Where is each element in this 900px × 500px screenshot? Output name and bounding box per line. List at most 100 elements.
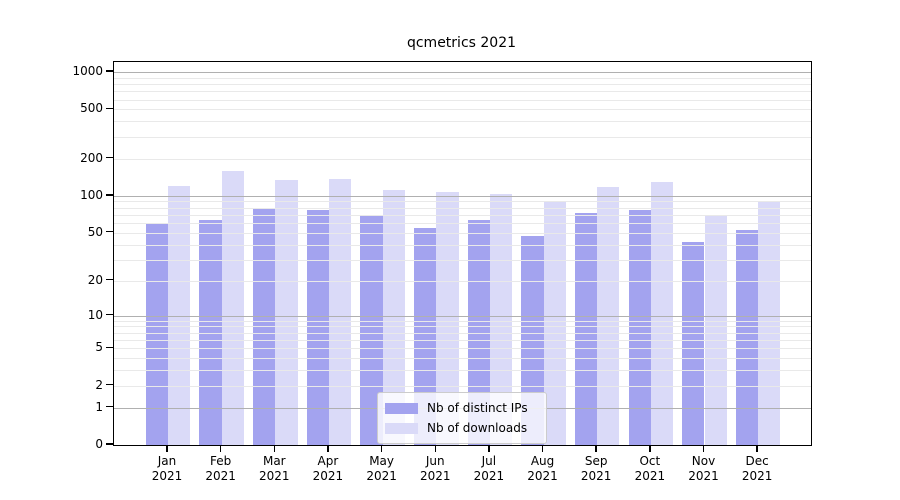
x-tick-month: May — [369, 454, 394, 468]
x-tick-label: Jun 2021 — [403, 454, 467, 484]
gridline-minor — [114, 77, 811, 79]
y-tick-mark — [106, 70, 113, 72]
legend-label: Nb of distinct IPs — [427, 401, 528, 415]
gridline-minor — [114, 358, 811, 360]
x-tick-label: Dec 2021 — [725, 454, 789, 484]
y-tick-mark — [106, 383, 113, 386]
x-tick-label: Feb 2021 — [189, 454, 253, 484]
y-tick-label: 20 — [87, 272, 103, 287]
bar-distinct-ips-jan — [145, 223, 168, 445]
x-tick-month: Sep — [584, 454, 608, 468]
bar-downloads-jul — [489, 194, 513, 445]
x-tick-label: Aug 2021 — [511, 454, 575, 484]
x-tick-mark — [702, 445, 705, 452]
x-tick-month: Feb — [210, 454, 232, 468]
x-tick-mark — [649, 445, 651, 452]
x-tick-year: 2021 — [151, 469, 183, 483]
x-tick-year: 2021 — [259, 469, 290, 483]
bar-downloads-jun — [436, 191, 459, 445]
x-tick-label: May 2021 — [350, 454, 414, 484]
x-tick-mark — [380, 445, 383, 452]
y-tick-label: 50 — [87, 224, 103, 239]
y-tick-label: 5 — [95, 340, 103, 355]
gridline-minor — [114, 99, 811, 101]
gridline-minor — [114, 370, 811, 372]
legend-swatch — [385, 422, 418, 434]
gridline-major — [114, 195, 811, 197]
x-tick-label: Mar 2021 — [242, 454, 306, 484]
x-tick-month: Nov — [691, 454, 716, 468]
bar-downloads-nov — [704, 216, 727, 445]
gridline-minor — [114, 332, 811, 334]
gridline-minor — [114, 223, 811, 225]
y-tick-label: 0 — [95, 437, 103, 451]
x-tick-mark — [327, 445, 329, 452]
gridline-minor — [114, 339, 811, 341]
plot-area — [113, 61, 812, 446]
y-tick-label: 1000 — [72, 64, 103, 79]
x-tick-label: Sep 2021 — [564, 454, 628, 484]
legend-item: Nb of distinct IPs — [385, 398, 538, 418]
x-tick-mark — [595, 445, 597, 452]
x-tick-month: Aug — [530, 454, 555, 468]
gridline-minor — [114, 320, 811, 322]
x-tick-year: 2021 — [688, 469, 719, 483]
bar-distinct-ips-sep — [574, 212, 598, 445]
x-tick-mark — [273, 445, 276, 452]
gridline-minor — [114, 158, 811, 160]
x-tick-mark — [434, 445, 436, 452]
y-tick-mark — [106, 443, 113, 445]
x-tick-year: 2021 — [419, 469, 451, 483]
bar-downloads-may — [382, 189, 405, 445]
x-tick-month: Jun — [425, 454, 445, 468]
gridline-minor — [114, 136, 811, 138]
x-tick-year: 2021 — [741, 469, 773, 483]
gridline-minor — [114, 385, 811, 387]
x-tick-year: 2021 — [312, 469, 344, 483]
bar-downloads-apr — [328, 179, 352, 445]
bar-downloads-oct — [650, 181, 674, 445]
y-tick-mark — [106, 107, 113, 110]
y-tick-mark — [106, 194, 113, 196]
x-tick-label: Jul 2021 — [457, 454, 521, 484]
gridline-minor — [114, 84, 811, 86]
y-tick-mark — [106, 230, 113, 233]
bar-distinct-ips-jun — [413, 227, 437, 445]
x-tick-year: 2021 — [580, 469, 612, 483]
gridline-minor — [114, 207, 811, 209]
y-tick-mark — [106, 278, 113, 281]
x-tick-mark — [541, 445, 544, 452]
bar-distinct-ips-may — [360, 216, 383, 445]
legend-label: Nb of downloads — [427, 421, 528, 435]
y-tick-label: 200 — [80, 150, 103, 165]
gridline-minor — [114, 348, 811, 350]
y-tick-mark — [106, 346, 113, 349]
legend-swatch — [385, 402, 418, 414]
y-tick-label: 500 — [80, 101, 103, 116]
x-tick-label: Jan 2021 — [135, 454, 199, 484]
x-tick-month: Mar — [262, 454, 286, 468]
y-tick-mark — [106, 313, 113, 316]
gridline-minor — [114, 259, 811, 261]
gridline-minor — [114, 109, 811, 111]
y-tick-label: 10 — [87, 307, 103, 322]
x-tick-month: Jul — [481, 454, 497, 468]
x-tick-year: 2021 — [634, 469, 666, 483]
bar-downloads-feb — [221, 171, 244, 445]
x-tick-year: 2021 — [473, 469, 505, 483]
x-tick-label: Apr 2021 — [296, 454, 360, 484]
x-tick-mark — [219, 445, 222, 452]
x-tick-month: Jan — [157, 454, 177, 468]
x-tick-month: Dec — [745, 454, 769, 468]
bar-distinct-ips-nov — [682, 241, 705, 445]
y-tick-mark — [106, 405, 113, 408]
gridline-major — [114, 315, 811, 317]
y-tick-label: 100 — [80, 187, 103, 202]
gridline-minor — [114, 121, 811, 123]
x-tick-year: 2021 — [366, 469, 397, 483]
gridline-minor — [114, 91, 811, 93]
y-tick-label: 1 — [95, 399, 103, 414]
chart-title: qcmetrics 2021 — [406, 35, 517, 51]
gridline-major — [114, 72, 811, 74]
